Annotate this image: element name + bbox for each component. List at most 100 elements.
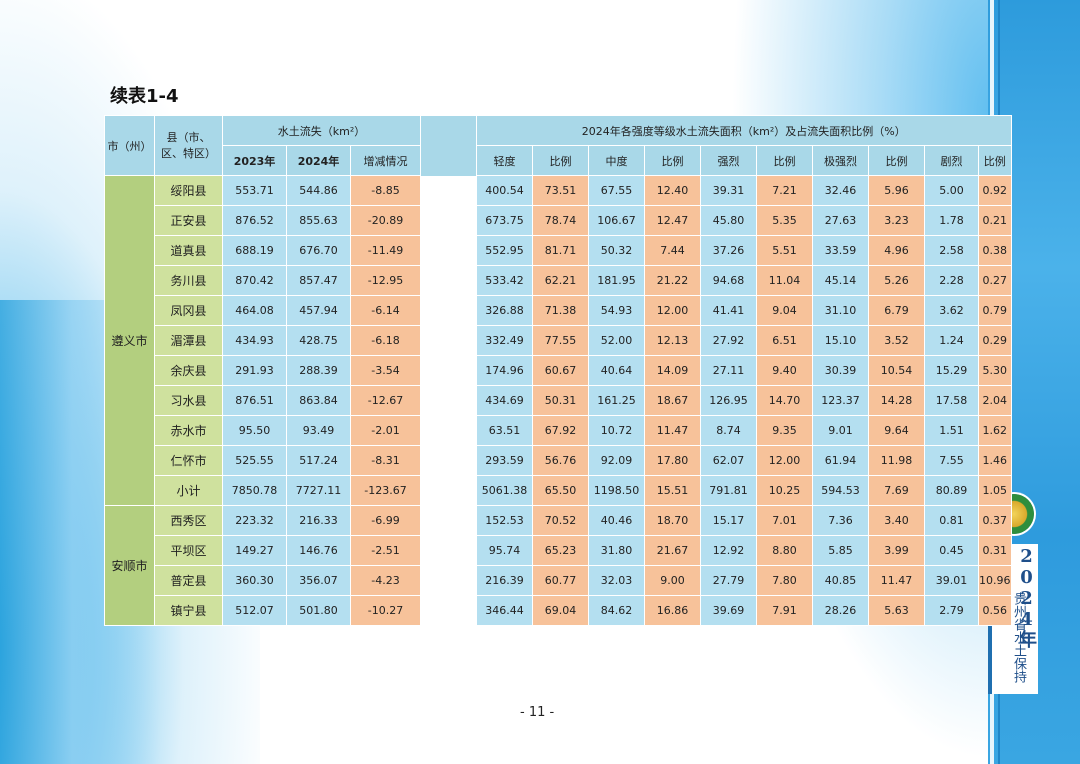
value-cell: 18.67 — [644, 385, 701, 416]
county-cell: 西秀区 — [154, 505, 223, 536]
table-row: 余庆县 291.93 288.39 -3.54 174.96 60.67 40.64 14.0… — [105, 355, 1012, 386]
value-cell: 41.41 — [700, 295, 757, 326]
value-cell: 95.50 — [222, 415, 287, 446]
table-row: 正安县 876.52 855.63 -20.89 673.75 78.74 106.67 12… — [105, 205, 1012, 236]
value-cell: 673.75 — [476, 205, 533, 236]
value-cell: 688.19 — [222, 235, 287, 266]
soil-loss-table: 市（州） 县（市、区、特区） 水土流失（km²） 2024年各强度等级水土流失面… — [104, 115, 1012, 626]
value-cell: 16.86 — [644, 595, 701, 626]
value-cell: 18.70 — [644, 505, 701, 536]
value-cell: 70.52 — [532, 505, 589, 536]
value-cell: -3.54 — [350, 355, 421, 386]
header-light: 轻度 — [476, 145, 533, 176]
value-cell: 8.80 — [756, 535, 813, 566]
county-cell: 赤水市 — [154, 415, 223, 446]
value-cell: 50.31 — [532, 385, 589, 416]
value-cell: -20.89 — [350, 205, 421, 236]
value-cell: 56.76 — [532, 445, 589, 476]
value-cell: 11.47 — [644, 415, 701, 446]
value-cell: 5.00 — [924, 175, 979, 206]
value-cell: 67.55 — [588, 175, 645, 206]
value-cell: 360.30 — [222, 565, 287, 596]
value-cell: 0.31 — [978, 535, 1012, 566]
value-cell: 6.79 — [868, 295, 925, 326]
value-cell: -2.51 — [350, 535, 421, 566]
value-cell: 126.95 — [700, 385, 757, 416]
value-cell: 146.76 — [286, 535, 351, 566]
header-soil-loss: 水土流失（km²） — [222, 115, 421, 146]
city-cell: 遵义市 — [104, 175, 155, 506]
table-row: 安顺市 西秀区 223.32 216.33 -6.99 152.53 70.52 40.46 1… — [104, 505, 1012, 626]
value-cell: 332.49 — [476, 325, 533, 356]
value-cell: 40.64 — [588, 355, 645, 386]
value-cell: 552.95 — [476, 235, 533, 266]
value-cell: 3.62 — [924, 295, 979, 326]
value-cell: 9.64 — [868, 415, 925, 446]
value-cell: 14.70 — [756, 385, 813, 416]
value-cell: 434.93 — [222, 325, 287, 356]
table-row: 镇宁县 512.07 501.80 -10.27 346.44 69.04 84.62 16.… — [105, 595, 1012, 626]
value-cell: 517.24 — [286, 445, 351, 476]
value-cell: 7.80 — [756, 565, 813, 596]
value-cell: 216.33 — [286, 505, 351, 536]
subtotal-value: 594.53 — [812, 475, 869, 506]
county-cell: 普定县 — [154, 565, 223, 596]
value-cell: 9.04 — [756, 295, 813, 326]
value-cell: 17.80 — [644, 445, 701, 476]
value-cell: 501.80 — [286, 595, 351, 626]
table-row: 平坝区 149.27 146.76 -2.51 95.74 65.23 31.80 21.67… — [105, 535, 1012, 566]
value-cell: 876.52 — [222, 205, 287, 236]
table-row: 赤水市 95.50 93.49 -2.01 63.51 67.92 10.72 11.47 8.… — [105, 415, 1012, 446]
value-cell: 291.93 — [222, 355, 287, 386]
value-cell: 5.35 — [756, 205, 813, 236]
value-cell: 39.69 — [700, 595, 757, 626]
value-cell: 93.49 — [286, 415, 351, 446]
header-intense: 强烈 — [700, 145, 757, 176]
value-cell: 15.29 — [924, 355, 979, 386]
header-county: 县（市、区、特区） — [154, 115, 223, 176]
value-cell: 21.22 — [644, 265, 701, 296]
header-2024: 2024年 — [286, 145, 351, 176]
value-cell: 92.09 — [588, 445, 645, 476]
value-cell: 27.63 — [812, 205, 869, 236]
value-cell: 27.92 — [700, 325, 757, 356]
value-cell: 0.21 — [978, 205, 1012, 236]
value-cell: 62.07 — [700, 445, 757, 476]
value-cell: 63.51 — [476, 415, 533, 446]
table-row: 道真县 688.19 676.70 -11.49 552.95 81.71 50.32 7.4… — [105, 235, 1012, 266]
value-cell: 0.92 — [978, 175, 1012, 206]
value-cell: 61.94 — [812, 445, 869, 476]
header-ratio: 比例 — [532, 145, 589, 176]
value-cell: 40.46 — [588, 505, 645, 536]
value-cell: -8.85 — [350, 175, 421, 206]
value-cell: -8.31 — [350, 445, 421, 476]
value-cell: 12.40 — [644, 175, 701, 206]
value-cell: 39.31 — [700, 175, 757, 206]
value-cell: 149.27 — [222, 535, 287, 566]
value-cell: 5.51 — [756, 235, 813, 266]
county-cell: 绥阳县 — [154, 175, 223, 206]
value-cell: 14.09 — [644, 355, 701, 386]
value-cell: -10.27 — [350, 595, 421, 626]
value-cell: 4.96 — [868, 235, 925, 266]
value-cell: 876.51 — [222, 385, 287, 416]
value-cell: 32.03 — [588, 565, 645, 596]
value-cell: 123.37 — [812, 385, 869, 416]
value-cell: 50.32 — [588, 235, 645, 266]
county-cell: 习水县 — [154, 385, 223, 416]
value-cell: 11.98 — [868, 445, 925, 476]
value-cell: 60.77 — [532, 565, 589, 596]
header-ratio: 比例 — [868, 145, 925, 176]
page-number: - 11 - — [520, 705, 555, 720]
value-cell: 9.00 — [644, 565, 701, 596]
header-ratio: 比例 — [756, 145, 813, 176]
value-cell: 7.91 — [756, 595, 813, 626]
value-cell: 346.44 — [476, 595, 533, 626]
county-cell: 湄潭县 — [154, 325, 223, 356]
value-cell: 3.40 — [868, 505, 925, 536]
subtotal-value: 80.89 — [924, 475, 979, 506]
value-cell: 5.85 — [812, 535, 869, 566]
value-cell: 8.74 — [700, 415, 757, 446]
value-cell: 65.23 — [532, 535, 589, 566]
header-ratio: 比例 — [978, 145, 1012, 176]
